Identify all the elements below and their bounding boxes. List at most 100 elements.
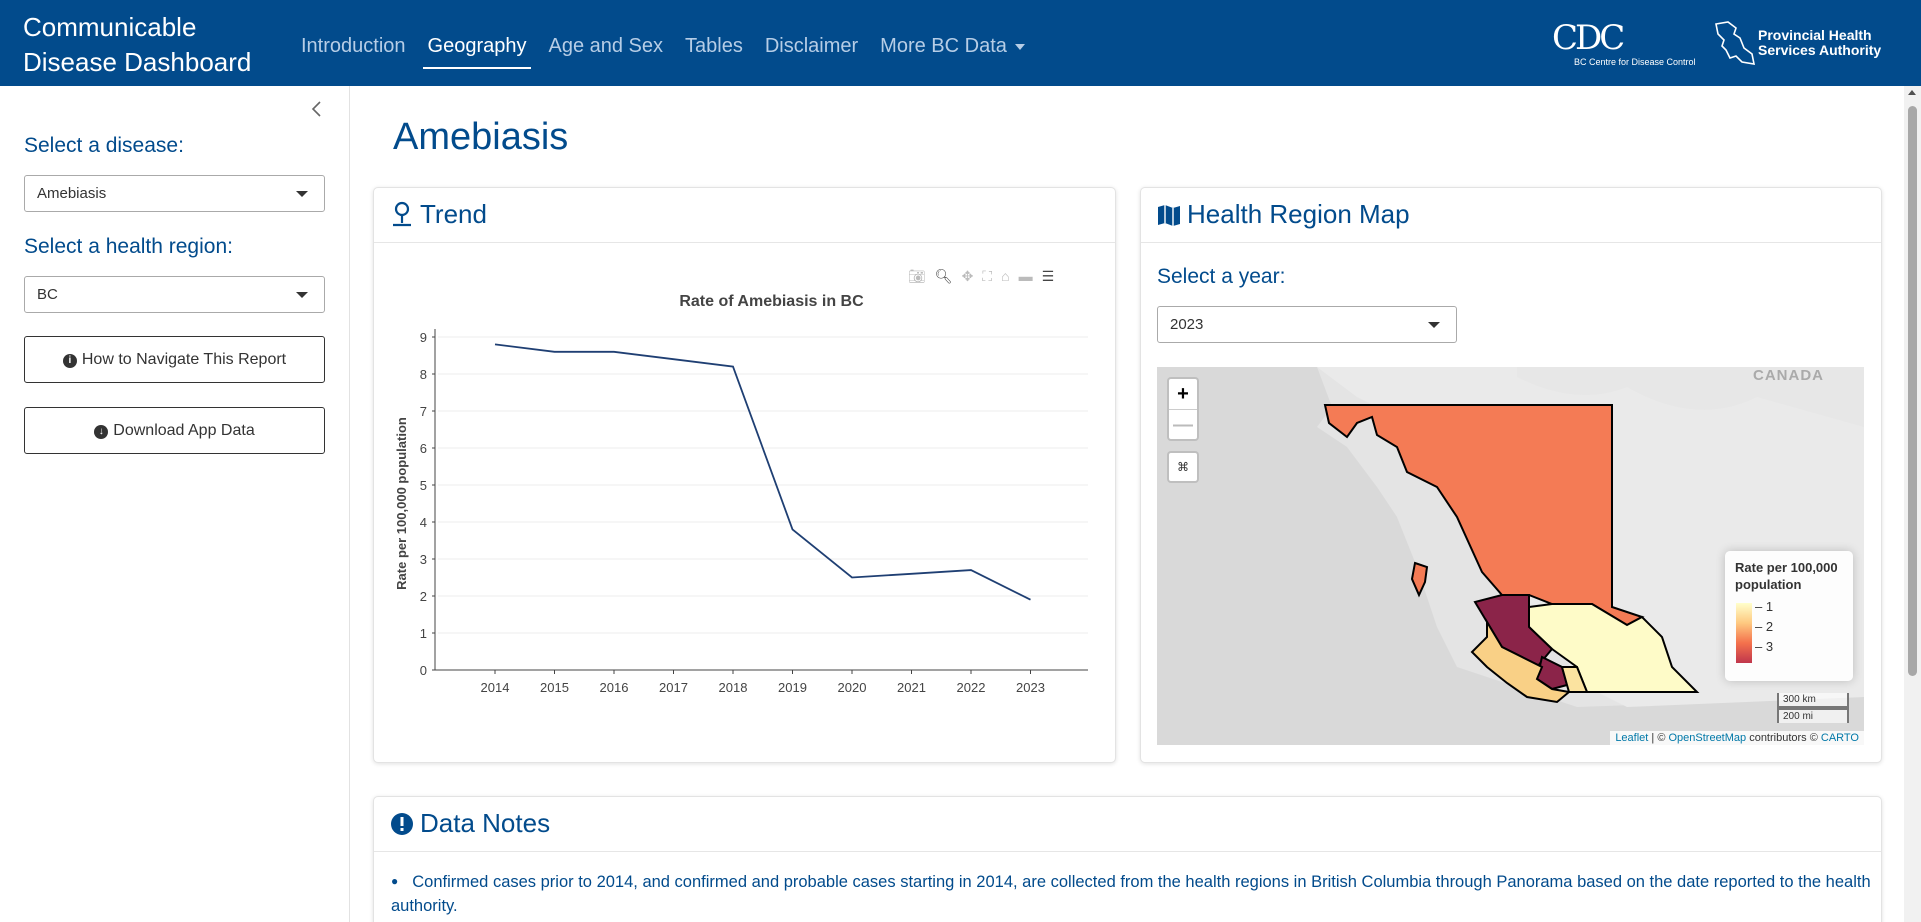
y-tick-label: 8 xyxy=(420,367,427,382)
legend-tick-1: – 1 xyxy=(1755,599,1774,614)
year-select[interactable]: 2023 xyxy=(1157,306,1457,343)
data-note-item: ● Confirmed cases prior to 2014, and conf… xyxy=(391,873,1871,915)
pan-icon[interactable]: ✥ xyxy=(961,268,974,284)
y-tick-label: 3 xyxy=(420,552,427,567)
leaflet-link[interactable]: Leaflet xyxy=(1615,732,1649,744)
y-tick-label: 1 xyxy=(420,626,427,641)
data-point[interactable] xyxy=(671,356,677,362)
data-point[interactable] xyxy=(849,575,855,581)
dropdown-arrow-icon xyxy=(296,292,308,298)
zoom-in-button[interactable]: + xyxy=(1177,383,1189,405)
tab-age-and-sex[interactable]: Age and Sex xyxy=(537,0,674,86)
data-point[interactable] xyxy=(730,364,736,370)
openstreetmap-link[interactable]: OpenStreetMap xyxy=(1668,732,1747,744)
tab-geography-label: Geography xyxy=(427,35,527,57)
closest-hover-icon[interactable]: ☰ xyxy=(1041,268,1055,284)
scale-km: 300 km xyxy=(1777,693,1849,708)
data-point[interactable] xyxy=(552,349,558,355)
zoom-out-button[interactable]: — xyxy=(1169,409,1197,439)
compare-hover-icon[interactable]: ▬ xyxy=(1018,268,1033,284)
bccdc-logo-subtitle: BC Centre for Disease Control xyxy=(1574,57,1696,67)
bccdc-logo[interactable]: CDC BC Centre for Disease Control xyxy=(1552,18,1696,68)
tab-tables[interactable]: Tables xyxy=(674,0,754,86)
map-scale-bar: 300 km 200 mi xyxy=(1777,693,1849,723)
x-tick-label: 2017 xyxy=(659,680,688,695)
haida-gwaii-region[interactable] xyxy=(1410,561,1429,598)
x-tick-label: 2023 xyxy=(1016,680,1045,695)
health-region-map[interactable]: CANADA + — ⌘ Rate per 100,000 population… xyxy=(1157,367,1864,745)
phsa-logo-line-1: Provincial Health xyxy=(1758,27,1872,43)
page-title: Amebiasis xyxy=(393,116,569,158)
data-point[interactable] xyxy=(1028,597,1034,603)
series-line xyxy=(494,343,1031,601)
map-card-header: Health Region Map xyxy=(1141,188,1881,243)
disease-select-value: Amebiasis xyxy=(37,185,107,202)
fraser-health-region[interactable] xyxy=(1560,666,1589,693)
data-point[interactable] xyxy=(790,526,796,532)
data-point[interactable] xyxy=(909,571,915,577)
trend-card-title: Trend xyxy=(420,199,487,229)
page-scrollbar[interactable] xyxy=(1904,86,1921,922)
download-circle-icon: ↓ xyxy=(94,425,109,439)
trend-line-chart[interactable]: Rate of Amebiasis in BC 0 1 2 3 4 5 6 7 8 9 2014 201… xyxy=(385,280,1105,720)
tab-more-bc-data-dropdown[interactable]: More BC Data xyxy=(869,0,1036,86)
phsa-logo-line-2: Services Authority xyxy=(1758,42,1882,58)
how-to-navigate-button[interactable]: i How to Navigate This Report xyxy=(24,336,325,383)
bc-map-logo-icon xyxy=(1715,21,1756,65)
canada-map-label: CANADA xyxy=(1753,367,1824,384)
legend-tick-2: – 2 xyxy=(1755,619,1774,634)
map-pin-person-icon xyxy=(393,201,411,227)
legend-color-gradient xyxy=(1736,603,1752,663)
x-tick-label: 2018 xyxy=(719,680,748,695)
exclamation-circle-icon xyxy=(391,813,413,835)
scale-mi: 200 mi xyxy=(1777,708,1849,723)
data-note-text: Confirmed cases prior to 2014, and confi… xyxy=(391,873,1871,915)
tab-more-bc-data-label: More BC Data xyxy=(880,35,1007,57)
collapse-sidebar-chevron-left-icon[interactable] xyxy=(310,100,328,120)
y-tick-label: 6 xyxy=(420,441,427,456)
plot-modebar: 📷︎ 🔍︎ ✥ ⛶ ⌂ ▬ ☰ xyxy=(908,268,1063,284)
data-point[interactable] xyxy=(968,567,974,573)
scrollbar-thumb[interactable] xyxy=(1908,106,1917,676)
reset-view-button[interactable]: ⌘ xyxy=(1167,451,1199,483)
y-axis-label: Rate per 100,000 population xyxy=(394,417,409,590)
reset-view-icon: ⌘ xyxy=(1177,460,1189,474)
home-reset-axes-icon[interactable]: ⌂ xyxy=(1001,268,1010,284)
carto-link[interactable]: CARTO xyxy=(1820,732,1859,744)
x-tick-label: 2020 xyxy=(838,680,867,695)
year-select-label: Select a year: xyxy=(1157,265,1286,288)
tab-disclaimer[interactable]: Disclaimer xyxy=(754,0,869,86)
legend-tick-3: – 3 xyxy=(1755,639,1774,654)
data-notes-card-header: Data Notes xyxy=(374,797,1881,852)
zoom-icon[interactable]: 🔍︎ xyxy=(934,268,953,284)
caret-down-icon xyxy=(1014,43,1025,50)
disease-select[interactable]: Amebiasis xyxy=(24,175,325,212)
sidebar: Select a disease: Amebiasis Select a hea… xyxy=(0,86,350,922)
data-notes-list: ● Confirmed cases prior to 2014, and conf… xyxy=(391,869,1881,918)
region-select[interactable]: BC xyxy=(24,276,325,313)
autoscale-icon[interactable]: ⛶ xyxy=(982,268,993,284)
legend-title-line-1: Rate per 100,000 xyxy=(1735,560,1838,575)
data-notes-card: Data Notes xyxy=(373,796,1882,922)
data-point[interactable] xyxy=(611,349,617,355)
attribution-contributors: contributors © xyxy=(1746,732,1821,744)
island-health-region[interactable] xyxy=(1470,618,1572,704)
tab-geography[interactable]: Geography xyxy=(417,0,538,86)
data-point[interactable] xyxy=(492,341,498,347)
phsa-logo[interactable]: Provincial Health Services Authority xyxy=(1714,20,1894,66)
app-brand[interactable]: Communicable Disease Dashboard xyxy=(23,10,251,80)
x-tick-label: 2015 xyxy=(540,680,569,695)
map-card-title: Health Region Map xyxy=(1187,199,1410,229)
top-navbar: Communicable Disease Dashboard Introduct… xyxy=(0,0,1921,86)
year-select-value: 2023 xyxy=(1170,316,1204,333)
camera-icon[interactable]: 📷︎ xyxy=(908,268,926,284)
legend-title-line-2: population xyxy=(1735,577,1802,592)
attribution-separator: | © xyxy=(1648,732,1669,744)
y-tick-label: 9 xyxy=(420,330,427,345)
scroll-up-arrow-icon[interactable] xyxy=(1908,90,1916,95)
map-attribution: Leaflet | © OpenStreetMap contributors ©… xyxy=(1610,731,1864,745)
download-app-data-button[interactable]: ↓ Download App Data xyxy=(24,407,325,454)
tab-introduction-label: Introduction xyxy=(301,35,406,57)
tab-introduction[interactable]: Introduction xyxy=(290,0,417,86)
how-to-navigate-label: How to Navigate This Report xyxy=(81,351,287,368)
